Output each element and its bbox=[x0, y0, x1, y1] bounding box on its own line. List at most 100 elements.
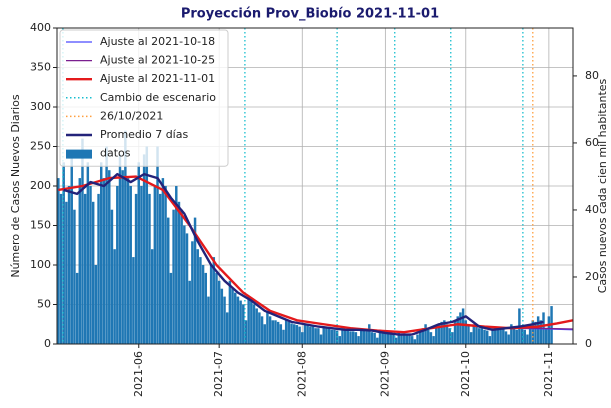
bar bbox=[510, 324, 513, 344]
bar bbox=[295, 325, 299, 344]
bar bbox=[445, 324, 449, 344]
bar bbox=[317, 328, 320, 344]
bar bbox=[161, 178, 165, 344]
bar bbox=[472, 324, 476, 344]
bar bbox=[231, 288, 234, 344]
bar bbox=[172, 209, 175, 344]
bar bbox=[362, 330, 366, 344]
bar bbox=[177, 201, 181, 344]
y-tick-label: 200 bbox=[30, 179, 51, 192]
bar bbox=[357, 336, 360, 344]
bar bbox=[260, 316, 264, 344]
bar bbox=[199, 257, 202, 344]
legend-label: Promedio 7 días bbox=[100, 128, 188, 141]
bar bbox=[351, 331, 355, 344]
bar bbox=[410, 336, 414, 344]
bar bbox=[99, 162, 103, 344]
bar bbox=[284, 320, 288, 344]
bar bbox=[169, 272, 173, 344]
y2-tick-label: 40 bbox=[585, 203, 599, 216]
bar bbox=[188, 280, 191, 344]
bar bbox=[191, 241, 194, 344]
bar bbox=[523, 329, 526, 344]
bar bbox=[180, 209, 183, 344]
chart-title: Proyección Prov_Biobío 2021-11-01 bbox=[181, 7, 439, 22]
bar bbox=[110, 209, 114, 344]
bar bbox=[437, 324, 441, 344]
legend-swatch bbox=[66, 149, 92, 159]
bar bbox=[156, 146, 159, 344]
bar bbox=[91, 201, 95, 344]
bar bbox=[429, 332, 433, 344]
bar bbox=[97, 193, 100, 344]
bar bbox=[432, 336, 435, 344]
bar bbox=[105, 146, 108, 344]
bar bbox=[164, 186, 167, 344]
bar bbox=[309, 326, 312, 344]
bar bbox=[392, 334, 395, 344]
bar bbox=[477, 328, 481, 344]
legend-label: Ajuste al 2021-10-25 bbox=[100, 54, 215, 67]
bar bbox=[381, 332, 384, 344]
bar bbox=[116, 186, 119, 344]
bar bbox=[234, 292, 237, 344]
bar bbox=[223, 296, 226, 344]
bar bbox=[279, 324, 283, 344]
bar bbox=[322, 326, 325, 344]
bar bbox=[175, 186, 178, 344]
bar bbox=[512, 328, 516, 344]
bar bbox=[94, 265, 98, 344]
bar bbox=[292, 324, 296, 344]
bar bbox=[440, 321, 443, 344]
bar bbox=[496, 329, 500, 344]
bar bbox=[397, 332, 400, 344]
bar bbox=[67, 186, 71, 344]
bar bbox=[83, 193, 87, 344]
y-tick-label: 100 bbox=[30, 258, 51, 271]
bar bbox=[528, 324, 532, 344]
bar bbox=[70, 154, 73, 344]
bar bbox=[86, 162, 90, 344]
bar bbox=[485, 330, 489, 344]
bar bbox=[108, 170, 111, 344]
plot-frame bbox=[56, 27, 574, 345]
bar bbox=[469, 332, 473, 344]
bar bbox=[467, 324, 470, 344]
bar bbox=[483, 329, 486, 344]
y2-axis-label: Casos nuevos cada cien mil habitantes bbox=[596, 78, 609, 293]
bar bbox=[255, 308, 258, 344]
bar bbox=[389, 333, 392, 344]
bar bbox=[319, 334, 323, 344]
bar bbox=[282, 329, 285, 344]
bar bbox=[435, 326, 438, 344]
bar bbox=[150, 249, 154, 344]
bar bbox=[145, 146, 149, 344]
bar bbox=[330, 329, 333, 344]
legend-label: Cambio de escenario bbox=[100, 91, 216, 104]
bar bbox=[126, 178, 130, 344]
x-tick-label: 2021-10 bbox=[459, 351, 472, 397]
bar bbox=[201, 265, 205, 344]
bar bbox=[421, 328, 425, 344]
bar bbox=[268, 316, 272, 344]
bar bbox=[504, 331, 508, 344]
bar bbox=[370, 332, 374, 344]
bar bbox=[338, 336, 342, 344]
bar bbox=[196, 249, 199, 344]
bar bbox=[306, 325, 309, 344]
bar bbox=[89, 186, 92, 344]
y2-tick-label: 60 bbox=[585, 136, 599, 149]
bar bbox=[303, 324, 307, 344]
x-tick-label: 2021-08 bbox=[295, 351, 308, 397]
bar bbox=[78, 178, 82, 344]
bar bbox=[183, 225, 186, 344]
bar bbox=[263, 324, 266, 344]
bar bbox=[341, 328, 344, 344]
y-tick-label: 50 bbox=[37, 298, 51, 311]
y-tick-label: 250 bbox=[30, 140, 51, 153]
bar bbox=[539, 320, 543, 344]
bar bbox=[57, 178, 60, 344]
bar bbox=[215, 272, 218, 344]
bar bbox=[443, 320, 446, 344]
bar bbox=[343, 329, 347, 344]
